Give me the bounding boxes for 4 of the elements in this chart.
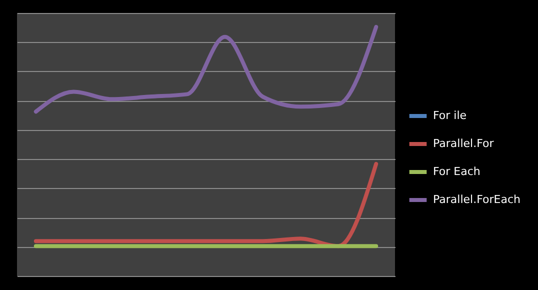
legend-label: For ile xyxy=(433,109,467,122)
legend-label: Parallel.ForEach xyxy=(433,193,520,206)
legend-label: Parallel.For xyxy=(433,137,494,150)
legend-label: For Each xyxy=(433,165,480,178)
